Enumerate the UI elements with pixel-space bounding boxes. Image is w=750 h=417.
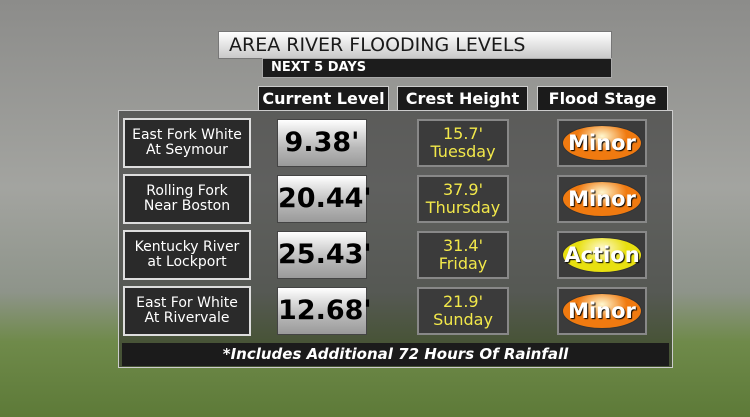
flood-stage: Minor <box>562 293 642 329</box>
crest-line: Thursday <box>425 198 501 217</box>
name-line: At Rivervale <box>144 310 230 326</box>
crest-line: 15.7' <box>442 124 484 143</box>
river-name: East Fork White At Seymour <box>123 118 251 168</box>
river-name: Rolling Fork Near Boston <box>123 174 251 224</box>
footnote: *Includes Additional 72 Hours Of Rainfal… <box>122 343 669 366</box>
crest-height: 15.7' Tuesday <box>417 119 509 167</box>
name-line: at Lockport <box>147 254 227 270</box>
crest-line: 31.4' <box>442 236 484 255</box>
flood-stage: Action <box>562 237 642 273</box>
river-name: East For White At Rivervale <box>123 286 251 336</box>
crest-line: Friday <box>438 254 488 273</box>
crest-height: 37.9' Thursday <box>417 175 509 223</box>
column-header: Current Level <box>258 86 389 111</box>
river-name: Kentucky River at Lockport <box>123 230 251 280</box>
column-header: Flood Stage <box>537 86 668 111</box>
subtitle: NEXT 5 DAYS <box>262 58 612 78</box>
flood-stage-box: Minor <box>557 175 647 223</box>
crest-line: 37.9' <box>442 180 484 199</box>
name-line: At Seymour <box>146 142 228 158</box>
flood-stage-box: Minor <box>557 119 647 167</box>
name-line: East Fork White <box>132 127 242 143</box>
crest-height: 21.9' Sunday <box>417 287 509 335</box>
title: AREA RIVER FLOODING LEVELS <box>218 31 612 59</box>
crest-height: 31.4' Friday <box>417 231 509 279</box>
current-level: 12.68' <box>277 287 372 335</box>
current-level: 20.44' <box>277 175 372 223</box>
current-level: 25.43' <box>277 231 372 279</box>
name-line: East For White <box>136 295 238 311</box>
column-header: Crest Height <box>397 86 528 111</box>
crest-line: 21.9' <box>442 292 484 311</box>
flood-stage: Minor <box>562 181 642 217</box>
flood-stage-box: Minor <box>557 287 647 335</box>
crest-line: Sunday <box>433 310 493 329</box>
current-level: 9.38' <box>277 119 367 167</box>
name-line: Near Boston <box>143 198 231 214</box>
crest-line: Tuesday <box>430 142 496 161</box>
flood-stage-box: Action <box>557 231 647 279</box>
name-line: Rolling Fork <box>146 183 228 199</box>
flood-stage: Minor <box>562 125 642 161</box>
name-line: Kentucky River <box>134 239 240 255</box>
